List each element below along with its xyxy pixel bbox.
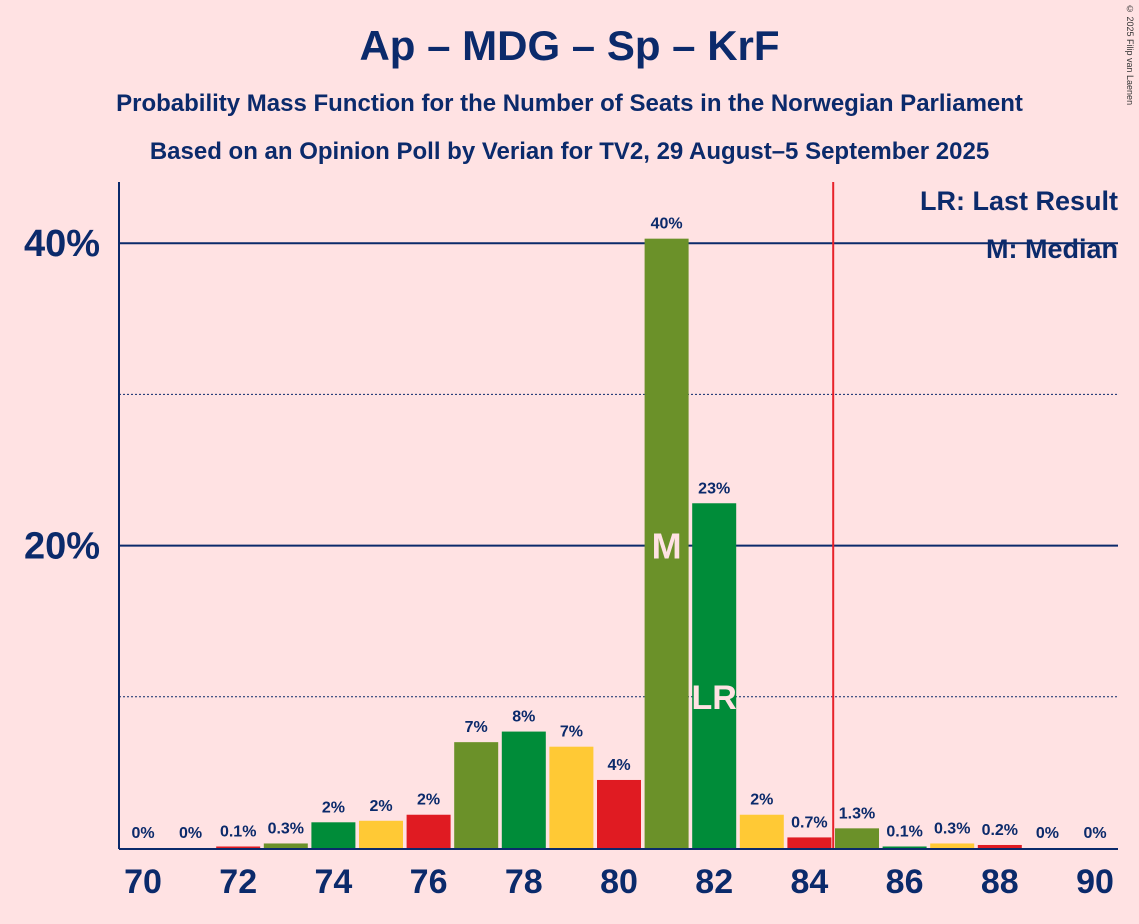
data-label: 2% xyxy=(369,798,392,815)
bar xyxy=(787,837,832,848)
data-label: 23% xyxy=(698,480,730,497)
data-label: 0% xyxy=(1036,825,1059,842)
bar xyxy=(835,828,879,848)
bar xyxy=(882,846,927,848)
x-tick-label: 86 xyxy=(886,863,924,901)
x-tick-label: 72 xyxy=(219,863,257,901)
data-label: 0.3% xyxy=(268,820,304,837)
data-label: 7% xyxy=(465,719,488,736)
data-label: 0.1% xyxy=(220,823,256,840)
bar xyxy=(311,822,356,848)
x-tick-label: 78 xyxy=(505,863,543,901)
x-tick-label: 82 xyxy=(695,863,733,901)
y-tick-label: 40% xyxy=(24,223,100,265)
data-label: 0% xyxy=(1083,825,1106,842)
chart-title: Ap – MDG – Sp – KrF xyxy=(359,22,780,69)
data-label: 40% xyxy=(651,216,683,233)
bar xyxy=(263,843,308,848)
chart-source: Based on an Opinion Poll by Verian for T… xyxy=(149,138,990,165)
chart-subtitle: Probability Mass Function for the Number… xyxy=(116,90,1023,117)
bar xyxy=(977,844,1022,848)
credit: © 2025 Filip van Laenen xyxy=(1125,4,1135,106)
bar xyxy=(930,843,975,848)
data-label: 0.1% xyxy=(886,823,922,840)
x-tick-label: 74 xyxy=(314,863,352,901)
bar xyxy=(501,731,546,848)
data-label: 0.2% xyxy=(982,822,1018,839)
x-tick-label: 70 xyxy=(124,863,162,901)
data-label: 1.3% xyxy=(839,805,875,822)
data-label: 2% xyxy=(417,792,440,809)
data-label: 4% xyxy=(607,757,630,774)
x-tick-label: 88 xyxy=(981,863,1019,901)
data-label: 0.7% xyxy=(791,814,827,831)
x-tick-label: 90 xyxy=(1076,863,1114,901)
data-label: 2% xyxy=(322,799,345,816)
data-label: 8% xyxy=(512,709,535,726)
bar xyxy=(739,814,784,848)
bar xyxy=(597,779,641,848)
last-result-marker: LR xyxy=(692,679,737,717)
legend-median: M: Median xyxy=(986,234,1118,264)
bar xyxy=(359,820,403,848)
x-tick-label: 76 xyxy=(410,863,448,901)
y-tick-label: 20% xyxy=(24,526,100,568)
data-label: 0% xyxy=(179,825,202,842)
data-label: 2% xyxy=(750,792,773,809)
legend-last-result: LR: Last Result xyxy=(920,186,1118,216)
x-tick-label: 80 xyxy=(600,863,638,901)
bar xyxy=(454,742,499,848)
bar xyxy=(549,746,594,848)
data-label: 0.3% xyxy=(934,820,970,837)
data-label: 0% xyxy=(131,825,154,842)
x-tick-label: 84 xyxy=(790,863,828,901)
data-label: 7% xyxy=(560,724,583,741)
bar xyxy=(692,503,737,848)
median-marker: M xyxy=(652,526,682,567)
bar xyxy=(406,814,451,848)
bar xyxy=(644,238,689,848)
bar xyxy=(216,846,261,848)
